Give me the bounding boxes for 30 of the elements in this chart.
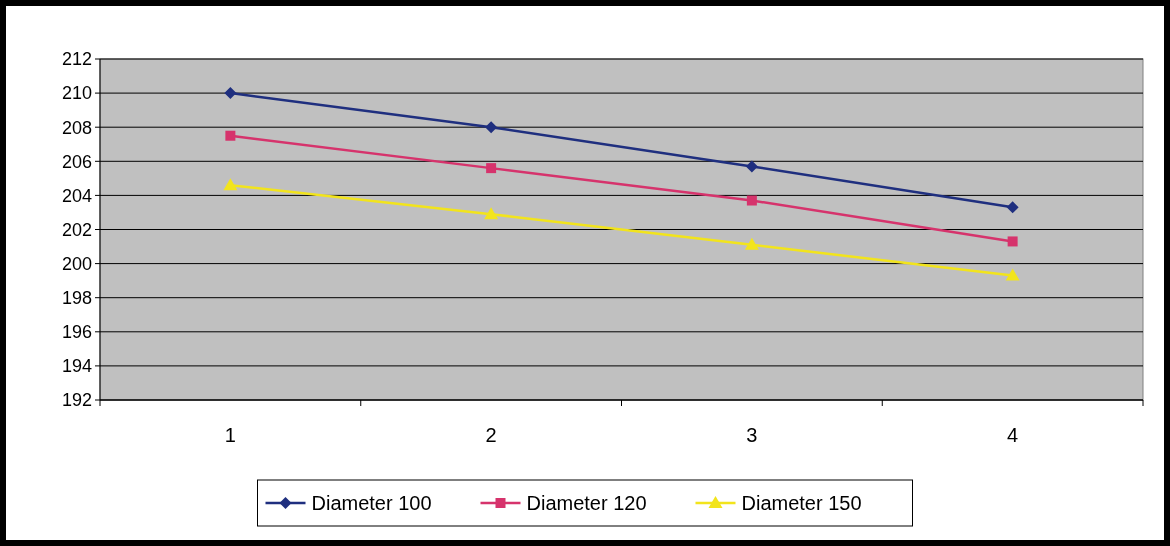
y-tick-label: 200 — [61, 253, 92, 274]
x-tick-label: 1 — [224, 424, 236, 446]
y-tick-label: 194 — [61, 356, 92, 377]
point — [486, 163, 497, 174]
x-tick-label: 2 — [485, 424, 497, 446]
point — [746, 195, 757, 206]
y-tick-label: 202 — [61, 219, 92, 240]
point — [484, 207, 499, 220]
y-tick-label: 204 — [61, 185, 92, 206]
point — [745, 160, 758, 173]
y-tick-label: 210 — [61, 83, 92, 104]
point — [1006, 201, 1019, 214]
point — [225, 130, 236, 141]
y-tick-label: 206 — [61, 151, 92, 172]
y-tick-label: 192 — [61, 390, 92, 411]
point — [744, 237, 759, 250]
point — [485, 121, 498, 134]
y-tick-label: 208 — [61, 117, 92, 138]
point — [1005, 268, 1020, 281]
point — [1007, 236, 1018, 247]
point — [223, 178, 238, 191]
legend-label: Diameter 120 — [526, 492, 647, 514]
y-tick-label: 196 — [61, 322, 92, 343]
x-tick-label: 3 — [746, 424, 758, 446]
legend-label: Diameter 150 — [741, 492, 862, 514]
y-tick-label: 198 — [61, 288, 92, 308]
y-tick-label: 212 — [61, 49, 92, 70]
point — [224, 87, 237, 100]
x-tick-label: 4 — [1007, 424, 1019, 446]
legend-label: Diameter 100 — [311, 492, 432, 514]
